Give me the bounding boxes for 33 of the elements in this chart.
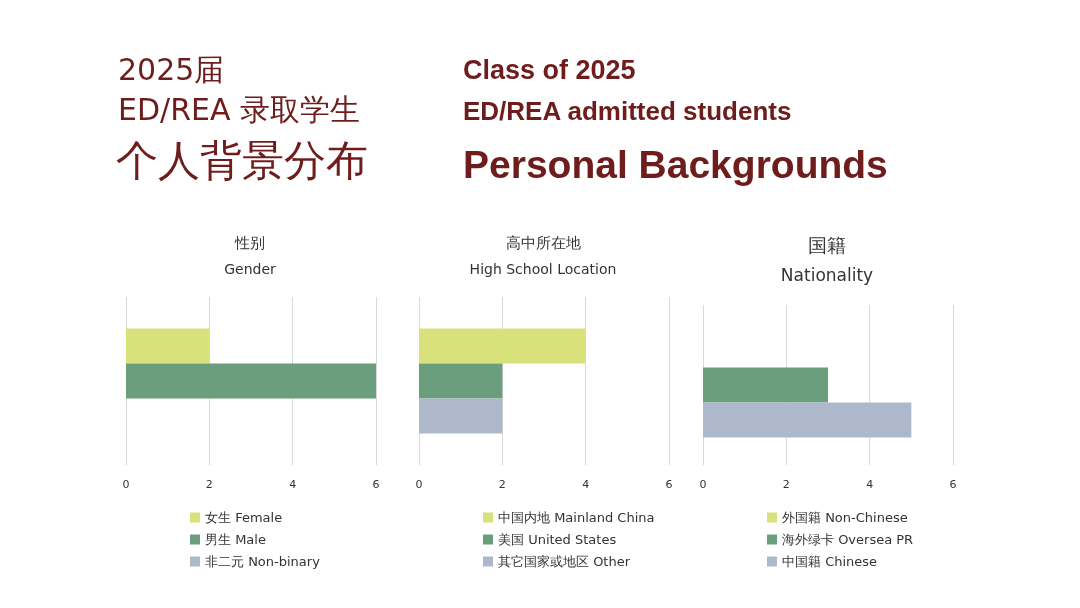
x-tick-label: 2 [205,478,213,491]
x-tick-label: 0 [699,478,707,491]
x-tick-label: 0 [415,478,423,491]
chart-subtitle: Gender [224,261,277,277]
x-tick-label: 6 [372,478,380,491]
x-tick-label: 2 [782,478,790,491]
text: ED/REA 录取学生 [118,92,361,127]
x-tick-label: 6 [665,478,673,491]
x-tick-label: 2 [498,478,506,491]
chart-subtitle: High School Location [469,261,617,277]
chart-title: 国籍 [808,233,846,256]
legend-label: 女生 Female [205,510,283,525]
text: 2025届 [118,52,225,87]
chart-subtitle: Nationality [780,264,874,285]
legend-label: 外国籍 Non-Chinese [782,510,908,525]
legend-label: 其它国家或地区 Other [498,554,631,569]
text: 个人背景分布 [116,136,368,185]
text: ED/REA admitted students [463,96,792,126]
legend-label: 男生 Male [205,532,266,547]
legend-label: 非二元 Non-binary [205,554,321,569]
chart-title: 高中所在地 [505,233,581,252]
x-tick-label: 4 [866,478,874,491]
x-tick-label: 0 [122,478,130,491]
x-tick-label: 6 [949,478,957,491]
legend-label: 中国籍 Chinese [782,554,878,569]
legend-label: 海外绿卡 Oversea PR [782,532,914,547]
text: Personal Backgrounds [463,143,888,186]
legend-label: 中国内地 Mainland China [498,510,655,525]
text: Class of 2025 [463,55,636,85]
x-tick-label: 4 [582,478,590,491]
legend-label: 美国 United States [498,532,617,547]
chart-title: 性别 [234,233,265,252]
x-tick-label: 4 [289,478,297,491]
